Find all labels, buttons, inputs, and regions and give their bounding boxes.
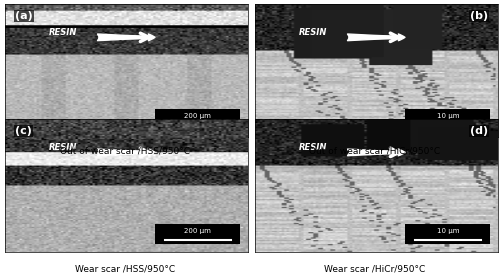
FancyBboxPatch shape [406, 224, 490, 244]
Text: Out of wear scar /HiCr/950°C: Out of wear scar /HiCr/950°C [310, 147, 440, 156]
Text: 10 μm: 10 μm [436, 113, 459, 119]
Text: Wear scar /HSS/950°C: Wear scar /HSS/950°C [75, 264, 175, 273]
FancyBboxPatch shape [406, 109, 490, 129]
Text: 10 μm: 10 μm [436, 228, 459, 234]
FancyBboxPatch shape [156, 224, 240, 244]
Text: (d): (d) [470, 126, 488, 136]
Text: 200 μm: 200 μm [184, 113, 211, 119]
Text: RESIN: RESIN [298, 28, 327, 37]
Text: Wear scar /HiCr/950°C: Wear scar /HiCr/950°C [324, 264, 426, 273]
Text: RESIN: RESIN [298, 143, 327, 152]
Text: 200 μm: 200 μm [184, 228, 211, 234]
Text: (a): (a) [14, 11, 32, 21]
FancyBboxPatch shape [156, 109, 240, 129]
Text: (b): (b) [470, 11, 488, 21]
Text: RESIN: RESIN [48, 143, 77, 152]
Text: (c): (c) [14, 126, 32, 136]
Text: Out of wear scar /HSS/950°C: Out of wear scar /HSS/950°C [60, 147, 190, 156]
Text: RESIN: RESIN [48, 28, 77, 37]
